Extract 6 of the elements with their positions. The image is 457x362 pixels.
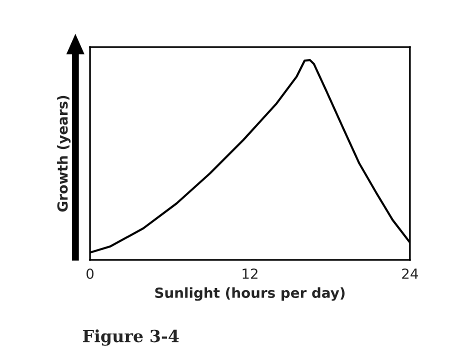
- caption: Figure 3-4: [83, 329, 179, 346]
- x-tick-label: 0: [86, 268, 94, 279]
- x-axis-title: Sunlight (hours per day): [155, 287, 345, 301]
- y-axis-title: Growth (years): [57, 96, 71, 212]
- x-tick-label: 24: [402, 268, 418, 279]
- x-tick-label: 12: [242, 268, 258, 279]
